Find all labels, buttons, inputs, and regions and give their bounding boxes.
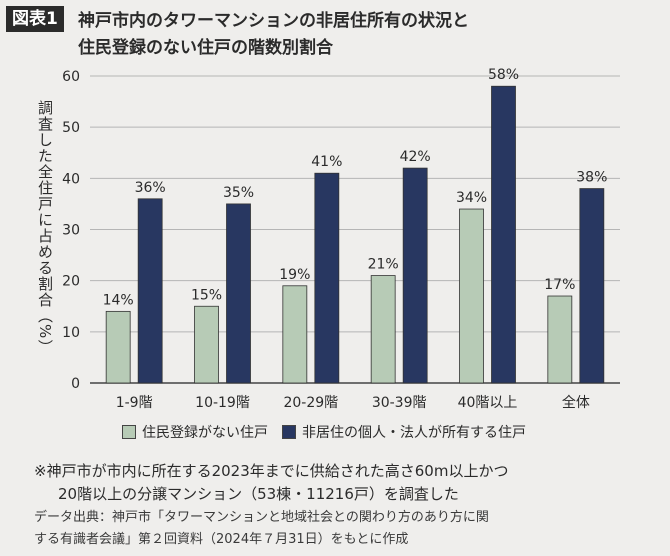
figure-label: 図表1 xyxy=(6,6,64,32)
x-tick-label: 1-9階 xyxy=(116,395,153,411)
legend-item-nonresident-owners: 非居住の個人・法人が所有する住戸 xyxy=(282,422,526,442)
data-label: 17% xyxy=(544,277,575,293)
data-label: 21% xyxy=(368,257,399,273)
data-label: 15% xyxy=(191,287,222,303)
x-tick-label: 全体 xyxy=(562,394,590,411)
notes: ※神戸市が市内に所在する2023年までに供給された高さ60m以上かつ 20階以上… xyxy=(34,460,664,550)
x-tick-label: 10-19階 xyxy=(195,395,250,411)
chart-title: 神戸市内のタワーマンションの非居住所有の状況と 住民登録のない住戸の階数別割合 xyxy=(78,8,658,62)
legend-swatch-residents xyxy=(122,425,136,439)
legend: 住民登録がない住戸 非居住の個人・法人が所有する住戸 xyxy=(122,422,540,442)
y-tick-label: 0 xyxy=(71,376,80,392)
y-tick-label: 30 xyxy=(62,223,80,239)
note-line-1: ※神戸市が市内に所在する2023年までに供給された高さ60m以上かつ xyxy=(34,462,509,480)
bar xyxy=(491,85,516,384)
y-tick-label: 60 xyxy=(62,69,80,85)
chart-title-line-2: 住民登録のない住戸の階数別割合 xyxy=(78,38,333,58)
data-label: 41% xyxy=(311,154,342,170)
x-tick-label: 40階以上 xyxy=(458,395,518,411)
data-label: 19% xyxy=(279,267,310,283)
y-axis-label: 調査した全住戸に占める割合（%） xyxy=(36,100,54,356)
y-tick-label: 10 xyxy=(62,325,80,341)
note-line-2: 20階以上の分譲マンション（53棟・11216戸）を調査した xyxy=(58,485,459,503)
bar xyxy=(579,188,605,384)
bar xyxy=(459,208,484,384)
bar xyxy=(402,167,428,384)
bar xyxy=(194,305,219,384)
bar xyxy=(226,203,251,384)
data-label: 42% xyxy=(400,149,431,165)
bar xyxy=(282,285,308,384)
x-tick-label: 20-29階 xyxy=(283,395,338,411)
bar xyxy=(105,310,131,384)
source-line-2: する有識者会議」第２回資料（2024年７月31日）をもとに作成 xyxy=(34,532,409,547)
bar-chart: 0 10 20 30 40 50 60 14% 36% 1-9階 15% 35% 10-19階 19% 41… xyxy=(62,67,620,411)
legend-swatch-nonresident-owners xyxy=(282,425,296,439)
y-tick-label: 50 xyxy=(62,120,80,136)
chart-title-line-1: 神戸市内のタワーマンションの非居住所有の状況と xyxy=(78,11,469,31)
data-label: 36% xyxy=(135,180,166,196)
y-tick-label: 20 xyxy=(62,274,80,290)
data-label: 58% xyxy=(488,67,519,83)
bar xyxy=(314,172,340,384)
x-tick-label: 30-39階 xyxy=(372,395,427,411)
bar xyxy=(547,295,573,384)
legend-label-nonresident-owners: 非居住の個人・法人が所有する住戸 xyxy=(302,425,526,441)
bar xyxy=(137,198,163,384)
data-label: 35% xyxy=(223,185,254,201)
data-label: 34% xyxy=(456,190,487,206)
data-label: 38% xyxy=(576,170,607,186)
y-tick-label: 40 xyxy=(62,171,80,187)
legend-item-residents: 住民登録がない住戸 xyxy=(122,422,268,442)
bar xyxy=(370,275,396,384)
source-line-1: データ出典：神戸市「タワーマンションと地域社会との関わり方のあり方に関 xyxy=(34,510,489,525)
data-label: 14% xyxy=(103,292,134,308)
legend-label-residents: 住民登録がない住戸 xyxy=(142,425,268,441)
